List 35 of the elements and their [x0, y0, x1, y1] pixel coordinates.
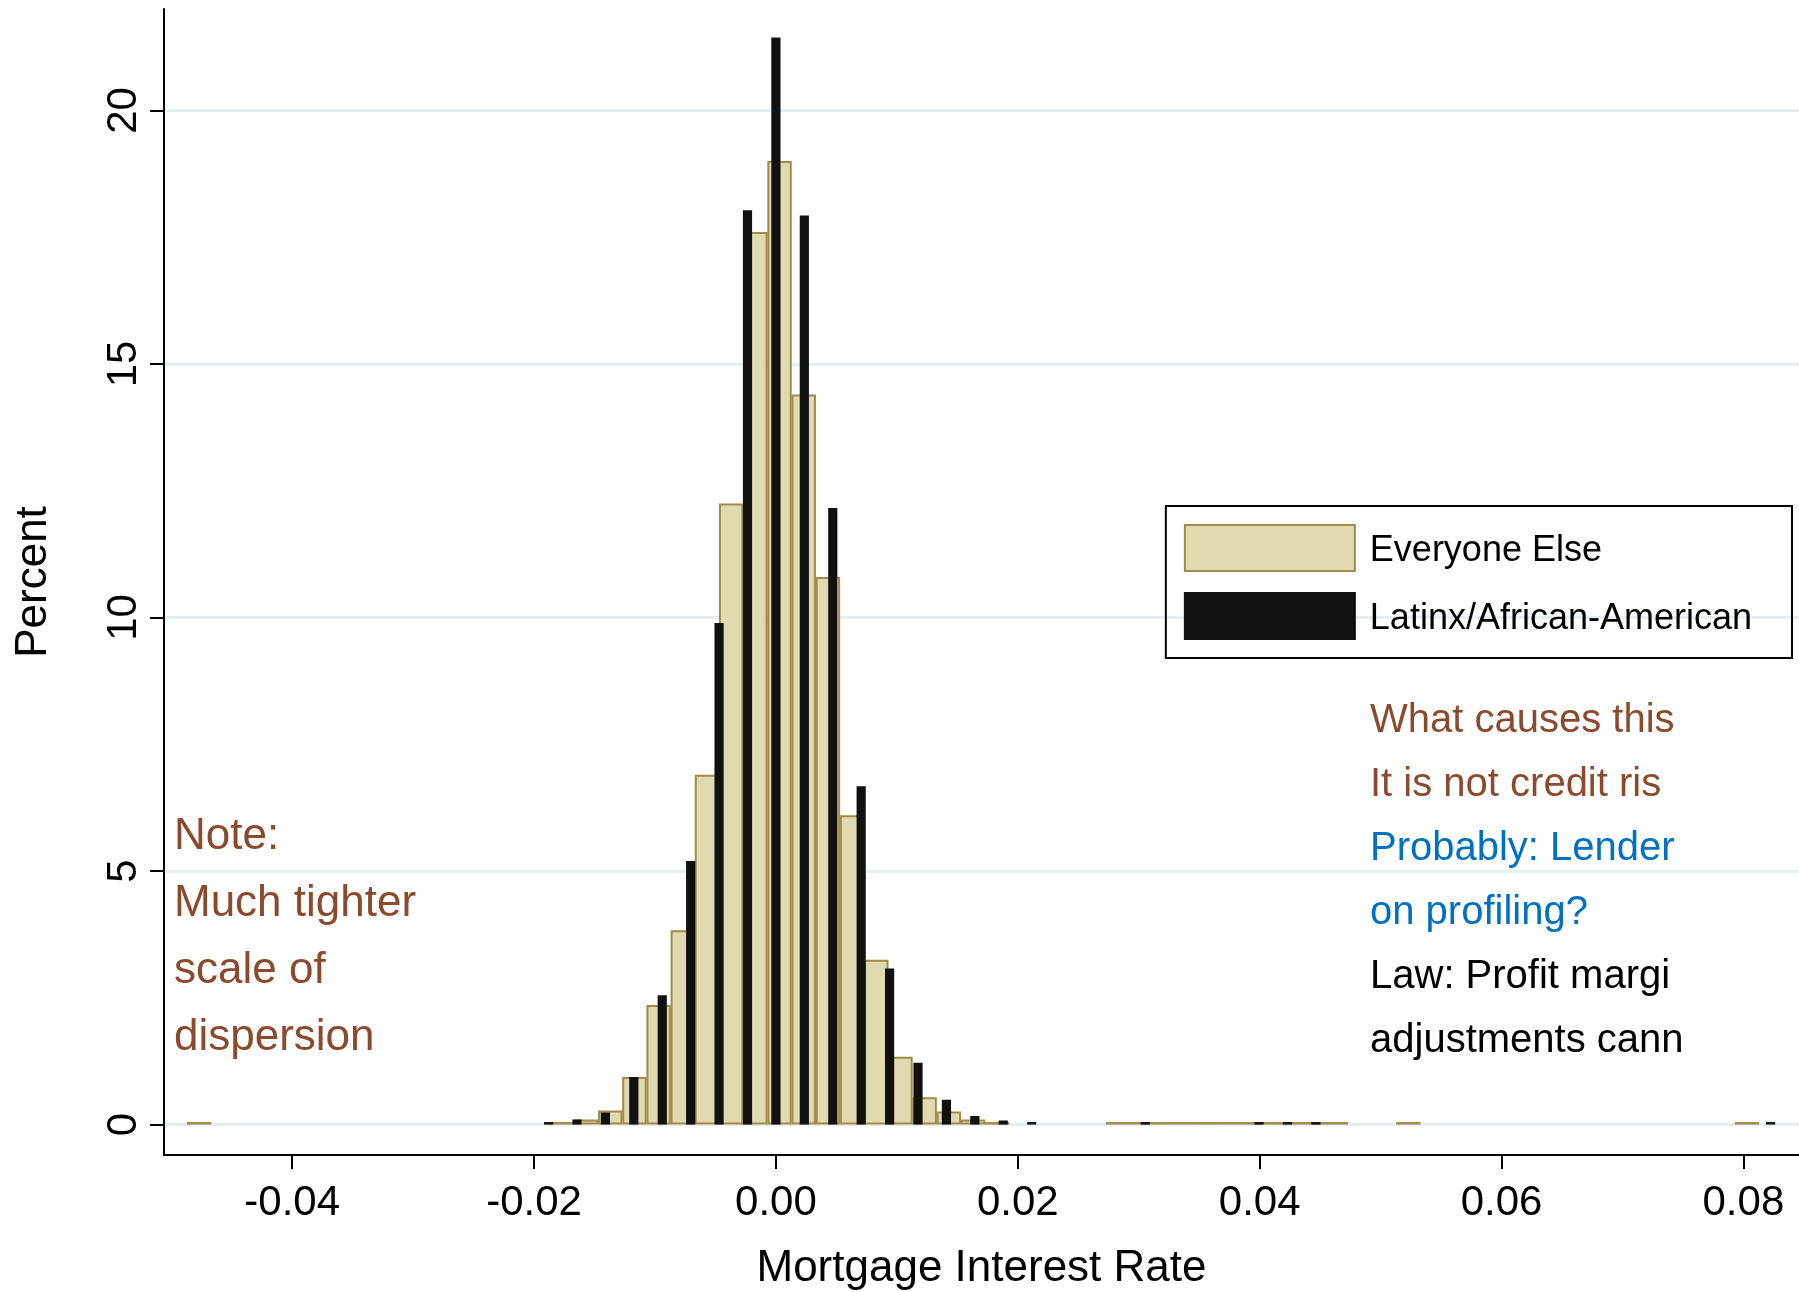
bar: [828, 507, 838, 1125]
bar: [572, 1119, 582, 1125]
legend-label: Everyone Else: [1369, 527, 1602, 569]
bar: [885, 968, 895, 1125]
bar: [771, 37, 781, 1125]
y-tick-label: 0: [97, 1112, 145, 1137]
bar: [856, 786, 866, 1125]
bar: [998, 1120, 1008, 1125]
bar: [600, 1112, 610, 1125]
bar: [941, 1099, 952, 1125]
x-tick-label: -0.04: [244, 1176, 341, 1224]
x-axis-title: Mortgage Interest Rate: [756, 1240, 1207, 1290]
y-tick-label: 20: [97, 87, 145, 134]
annotation: Note: Much tighter scale of dispersion: [174, 809, 417, 1059]
annotation: Law: Profit margi adjustments cann: [1370, 952, 1684, 1060]
bar: [970, 1115, 980, 1125]
annotation: What causes this It is not credit ris: [1370, 696, 1675, 804]
annotation: Probably: Lender on profiling?: [1370, 824, 1675, 932]
bar: [913, 1062, 923, 1125]
x-tick-label: 0.06: [1460, 1176, 1543, 1224]
bar: [742, 210, 753, 1125]
x-tick-label: 0.02: [976, 1176, 1059, 1224]
x-tick-label: 0.04: [1218, 1176, 1301, 1224]
bar: [714, 623, 724, 1125]
y-tick-label: 10: [97, 594, 145, 641]
bar: [799, 215, 809, 1125]
y-axis-title: Percent: [5, 506, 55, 658]
bar: [686, 860, 696, 1125]
x-tick-label: 0.08: [1702, 1176, 1785, 1224]
y-tick-label: 15: [97, 340, 145, 388]
legend-label: Latinx/African-American: [1369, 595, 1753, 637]
x-tick-label: 0.00: [735, 1176, 817, 1224]
y-tick-label: 5: [97, 859, 145, 883]
bar: [657, 995, 667, 1125]
x-tick-label: -0.02: [486, 1176, 582, 1224]
